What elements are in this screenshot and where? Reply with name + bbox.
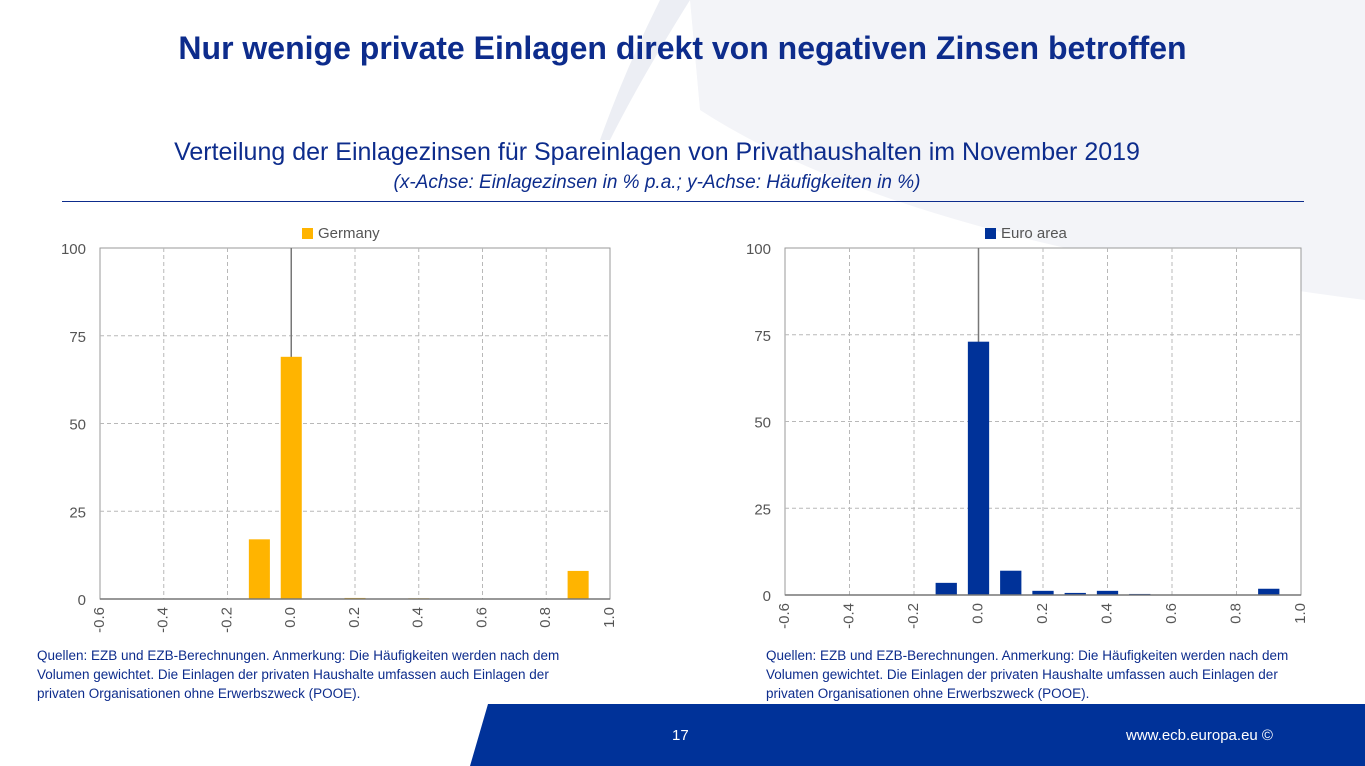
legend-label: Euro area [1001, 225, 1068, 242]
source-note-line: Quellen: EZB und EZB-Berechnungen. Anmer… [766, 648, 1289, 663]
source-note-left: Quellen: EZB und EZB-Berechnungen. Anmer… [37, 646, 559, 703]
x-tick-label: -0.4 [840, 603, 857, 629]
bar [1096, 590, 1119, 595]
x-tick-label: 0.8 [537, 607, 554, 628]
website-link[interactable]: www.ecb.europa.eu © [1126, 727, 1273, 744]
bar [567, 570, 589, 599]
axis-note: (x-Achse: Einlagezinsen in % p.a.; y-Ach… [393, 172, 921, 193]
y-tick-label: 100 [61, 241, 86, 258]
germany-chart: 0 25 50 75 100 -0.6 -0.4 -0.2 0.0 0.2 0.4 0.6 0.8 1.0… [61, 225, 618, 633]
bar [967, 341, 990, 595]
y-tick-label: 50 [754, 415, 771, 432]
y-tick-label: 75 [69, 329, 86, 346]
bar [280, 356, 302, 599]
x-tick-label: -0.4 [155, 607, 172, 633]
y-tick-label: 0 [763, 588, 771, 605]
y-tick-label: 50 [69, 417, 86, 434]
x-tick-label: -0.2 [218, 607, 235, 633]
bar [248, 539, 270, 599]
chart-subtitle: Verteilung der Einlagezinsen für Sparein… [174, 138, 1140, 166]
legend-swatch [985, 228, 996, 239]
source-note-right: Quellen: EZB und EZB-Berechnungen. Anmer… [766, 646, 1288, 703]
x-tick-label: -0.6 [91, 607, 108, 633]
x-tick-label: 0.0 [969, 603, 986, 624]
x-tick-label: 0.6 [473, 607, 490, 628]
y-tick-label: 0 [78, 592, 86, 609]
y-tick-label: 25 [754, 501, 771, 518]
legend-swatch [302, 228, 313, 239]
x-tick-label: 1.0 [601, 607, 618, 628]
x-tick-label: 0.4 [410, 607, 427, 628]
source-note-line: Volumen gewichtet. Die Einlagen der priv… [766, 667, 1278, 682]
bar [1032, 590, 1054, 595]
legend-label: Germany [318, 225, 380, 242]
y-tick-label: 25 [69, 504, 86, 521]
bar [935, 582, 957, 595]
page-number: 17 [672, 727, 689, 744]
x-tick-label: 0.8 [1227, 603, 1244, 624]
footer-bar [470, 704, 1365, 766]
x-tick-label: 0.0 [282, 607, 299, 628]
euro-area-chart: 0 25 50 75 100 -0.6 -0.4 -0.2 0.0 0.2 0.4 0.6 0.8 1.0… [746, 225, 1309, 629]
source-note-line: Volumen gewichtet. Die Einlagen der priv… [37, 667, 549, 682]
x-tick-label: 0.4 [1098, 603, 1115, 624]
x-tick-label: 0.6 [1163, 603, 1180, 624]
bar [1064, 592, 1086, 595]
x-tick-label: -0.2 [905, 603, 922, 629]
y-tick-label: 75 [754, 328, 771, 345]
source-note-line: privaten Organisationen ohne Erwerbszwec… [37, 686, 361, 701]
source-note-line: privaten Organisationen ohne Erwerbszwec… [766, 686, 1090, 701]
source-note-line: Quellen: EZB und EZB-Berechnungen. Anmer… [37, 648, 560, 663]
y-tick-label: 100 [746, 241, 771, 258]
bar [1000, 570, 1022, 595]
slide-title: Nur wenige private Einlagen direkt von n… [178, 30, 1187, 66]
x-tick-label: 1.0 [1292, 603, 1309, 624]
x-tick-label: 0.2 [1034, 603, 1051, 624]
title-divider [62, 201, 1304, 202]
bar [1258, 588, 1280, 595]
x-tick-label: -0.6 [776, 603, 793, 629]
x-tick-label: 0.2 [346, 607, 363, 628]
